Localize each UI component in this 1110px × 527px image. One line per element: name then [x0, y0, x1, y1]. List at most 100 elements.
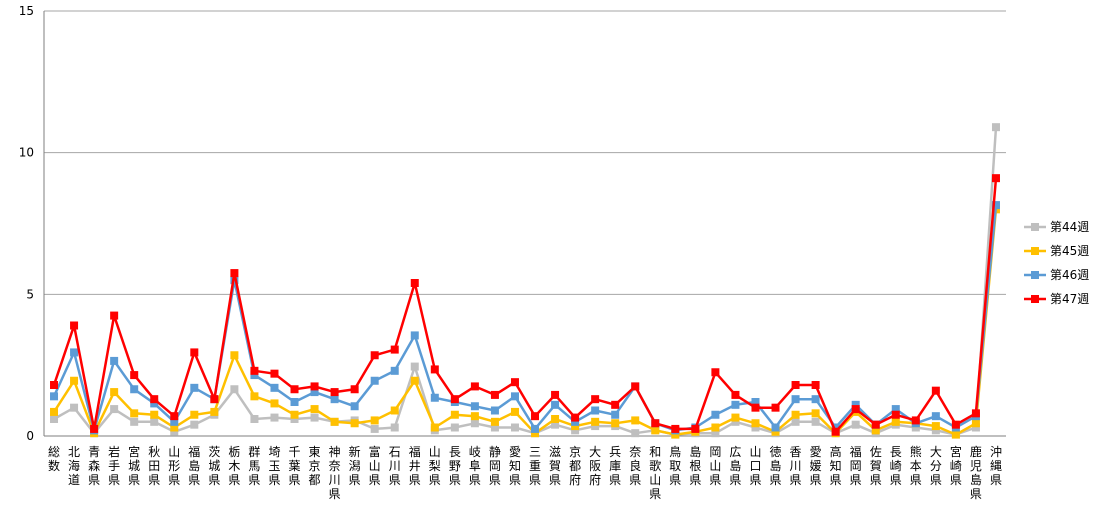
data-point	[470, 412, 479, 421]
data-point	[310, 388, 319, 397]
data-point	[190, 348, 199, 357]
data-point	[991, 123, 1000, 132]
data-point	[430, 393, 439, 402]
data-point	[591, 406, 600, 415]
data-point	[370, 376, 379, 385]
data-point	[410, 376, 419, 385]
x-tick-label: 岐阜県	[469, 445, 481, 487]
x-tick-label: 沖縄県	[990, 445, 1002, 487]
data-point	[911, 416, 920, 425]
data-point	[170, 412, 179, 421]
data-point	[90, 424, 99, 433]
data-point	[70, 321, 79, 330]
data-point	[430, 423, 439, 432]
x-tick-label: 鳥取県	[669, 444, 681, 487]
data-point	[611, 410, 620, 419]
data-point	[470, 402, 479, 411]
data-point	[490, 423, 499, 432]
data-point	[170, 423, 179, 432]
data-point	[510, 407, 519, 416]
data-point	[310, 413, 319, 422]
series-layer	[50, 123, 1000, 439]
data-point	[510, 378, 519, 387]
data-point	[290, 415, 299, 423]
legend-label: 第45週	[1050, 244, 1089, 258]
legend-swatch-marker	[1031, 247, 1039, 255]
x-tick-label: 広島県	[729, 445, 741, 487]
x-tick-label: 兵庫県	[609, 445, 621, 487]
series-line	[52, 204, 998, 432]
data-point	[290, 398, 299, 406]
data-point	[210, 407, 219, 416]
x-tick-label: 新潟県	[349, 444, 361, 487]
x-tick-label: 山梨県	[429, 445, 441, 487]
data-point	[50, 415, 59, 423]
data-point	[551, 415, 560, 423]
data-point	[651, 426, 660, 435]
legend-item: 第44週	[1024, 220, 1089, 234]
data-point	[130, 371, 139, 380]
data-point	[70, 348, 79, 357]
data-point	[731, 413, 740, 422]
data-point	[490, 390, 499, 399]
data-point	[250, 392, 259, 401]
data-point	[370, 351, 379, 360]
data-point	[410, 331, 419, 340]
x-tick-label: 千葉県	[289, 445, 301, 487]
data-point	[150, 410, 159, 419]
data-point	[591, 417, 600, 426]
data-point	[971, 423, 980, 432]
x-tick-label: 青森県	[88, 445, 100, 487]
data-point	[390, 423, 399, 432]
data-point	[611, 419, 620, 428]
data-point	[791, 417, 800, 426]
data-point	[731, 390, 740, 399]
data-point	[651, 419, 660, 428]
data-point	[410, 279, 419, 287]
data-point	[691, 424, 700, 433]
legend-label: 第44週	[1050, 220, 1089, 234]
data-point	[811, 381, 820, 389]
data-point	[551, 400, 560, 409]
data-point	[671, 430, 680, 439]
data-point	[190, 420, 199, 429]
data-point	[270, 369, 279, 378]
data-point	[891, 417, 900, 426]
data-point	[410, 362, 419, 371]
data-point	[490, 417, 499, 426]
x-tick-label: 富山県	[369, 444, 381, 487]
x-tick-label: 静岡県	[489, 445, 501, 487]
y-tick-label: 0	[26, 429, 34, 443]
x-tick-label: 岡山県	[709, 445, 721, 487]
data-point	[510, 392, 519, 401]
x-tick-label: 山口県	[749, 445, 761, 487]
legend-swatch-marker	[1031, 295, 1039, 303]
data-point	[50, 381, 59, 389]
data-point	[851, 420, 860, 429]
x-tick-label: 群馬県	[248, 445, 260, 487]
data-point	[310, 382, 319, 391]
data-point	[330, 395, 339, 404]
data-point	[571, 413, 580, 422]
data-point	[150, 417, 159, 426]
data-point	[170, 427, 179, 436]
data-point	[370, 424, 379, 433]
data-point	[531, 412, 540, 421]
data-point	[951, 420, 960, 429]
data-point	[510, 423, 519, 432]
x-tick-label: 大分県	[930, 445, 942, 487]
legend-item: 第46週	[1024, 268, 1089, 282]
x-tick-label: 三重県	[529, 445, 541, 487]
data-point	[110, 356, 119, 365]
data-point	[831, 427, 840, 436]
data-point	[290, 385, 299, 394]
data-point	[170, 417, 179, 426]
data-point	[931, 412, 940, 421]
data-point	[711, 410, 720, 419]
data-point	[851, 405, 860, 414]
data-point	[791, 410, 800, 419]
data-point	[350, 402, 359, 411]
data-point	[911, 423, 920, 432]
